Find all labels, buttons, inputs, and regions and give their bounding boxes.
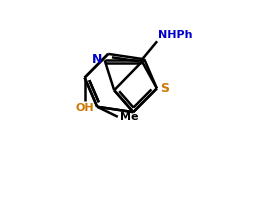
Text: N: N bbox=[92, 53, 102, 66]
Text: OH: OH bbox=[75, 103, 94, 113]
Text: S: S bbox=[160, 82, 169, 95]
Text: NHPh: NHPh bbox=[158, 30, 193, 40]
Text: Me: Me bbox=[120, 112, 138, 122]
